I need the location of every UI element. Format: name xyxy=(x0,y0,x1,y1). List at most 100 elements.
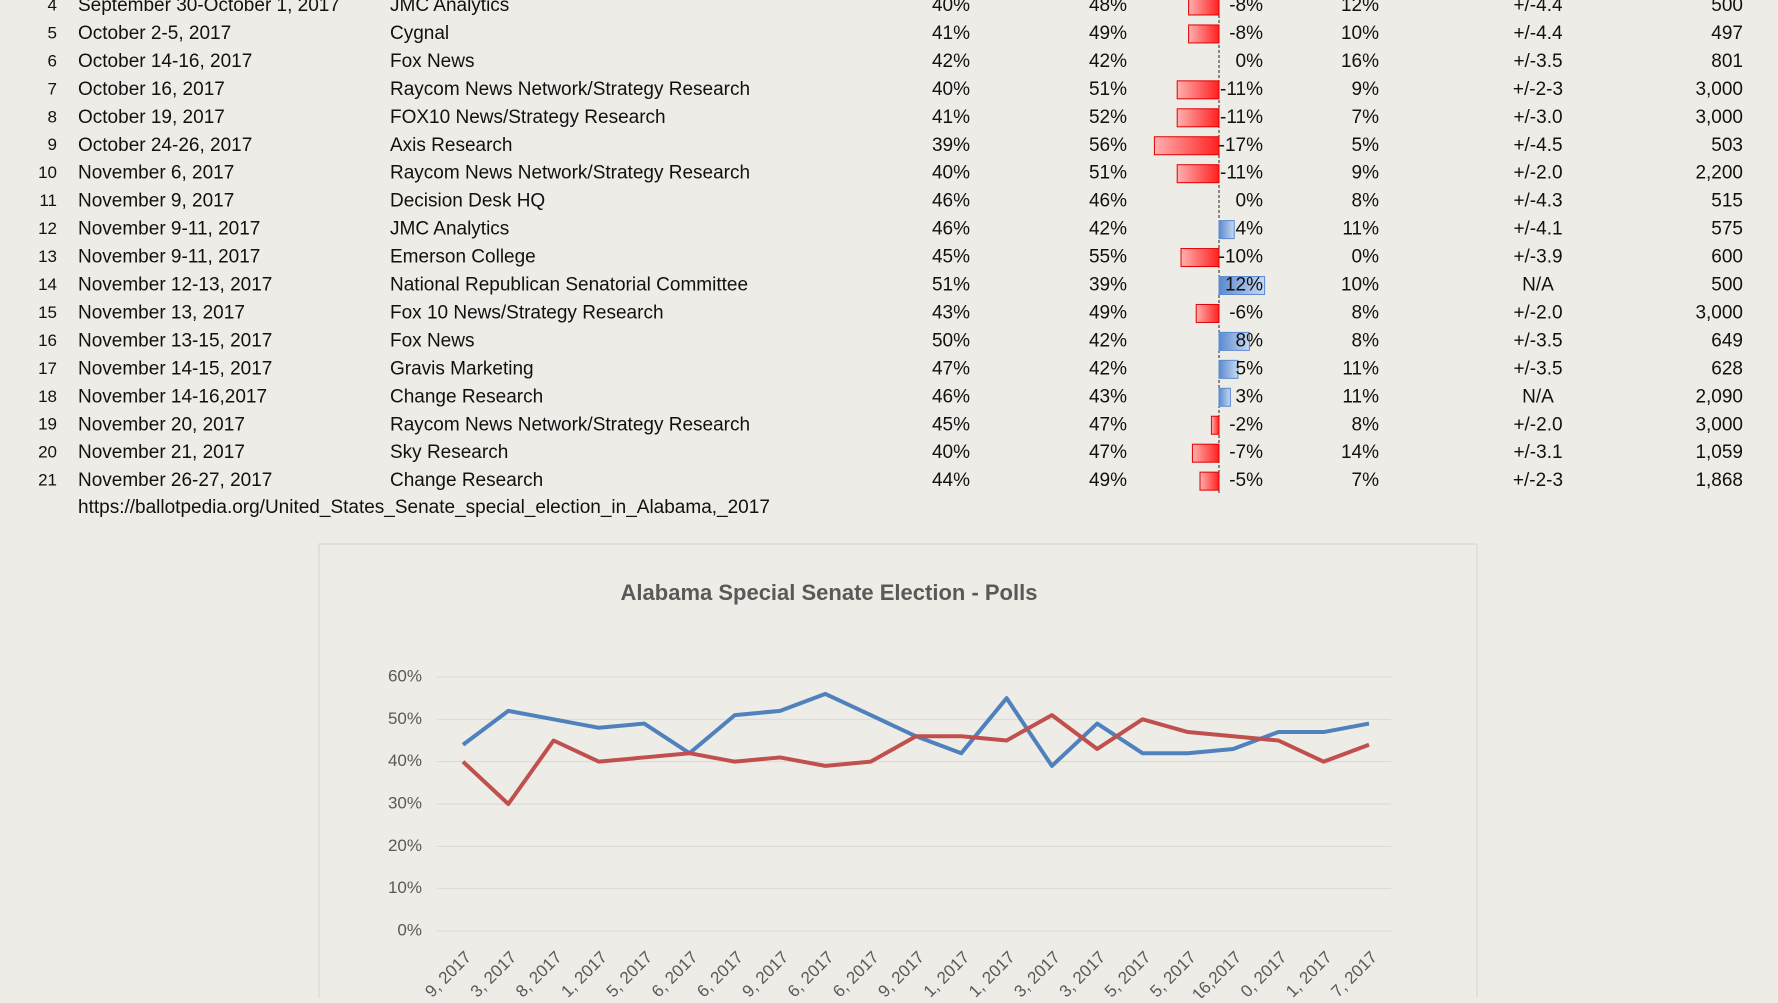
sample-size: 500 xyxy=(1711,0,1743,16)
margin-of-error: +/-3.0 xyxy=(1513,107,1562,128)
candidate-b: 42% xyxy=(1089,358,1127,379)
sample-size: 2,090 xyxy=(1695,386,1743,407)
poll-date: November 21, 2017 xyxy=(78,442,245,463)
margin-of-error: +/-3.5 xyxy=(1513,330,1562,351)
undecided: 5% xyxy=(1352,135,1380,156)
poll-date: November 6, 2017 xyxy=(78,163,234,184)
margin-bar xyxy=(1180,248,1220,268)
margin-label: -8% xyxy=(1229,23,1263,44)
sample-size: 649 xyxy=(1711,330,1743,351)
sample-size: 503 xyxy=(1711,135,1743,156)
candidate-a: 39% xyxy=(932,135,970,156)
pollster: FOX10 News/Strategy Research xyxy=(390,107,666,128)
poll-date: November 13-15, 2017 xyxy=(78,330,272,351)
candidate-b: 42% xyxy=(1089,219,1127,240)
sample-size: 500 xyxy=(1711,275,1743,296)
pollster: JMC Analytics xyxy=(390,0,509,16)
candidate-a: 45% xyxy=(932,247,970,268)
margin-of-error: +/-4.1 xyxy=(1513,219,1562,240)
y-tick-label: 0% xyxy=(397,920,422,939)
sample-size: 1,868 xyxy=(1695,470,1743,491)
candidate-a: 41% xyxy=(932,23,970,44)
candidate-b: 51% xyxy=(1089,163,1127,184)
row-number: 9 xyxy=(48,135,57,154)
margin-label: 0% xyxy=(1236,191,1264,212)
margin-label: -8% xyxy=(1229,0,1263,16)
candidate-b: 43% xyxy=(1089,386,1127,407)
undecided: 0% xyxy=(1352,247,1380,268)
poll-date: November 12-13, 2017 xyxy=(78,275,272,296)
undecided: 8% xyxy=(1352,191,1380,212)
row-number: 8 xyxy=(48,107,57,126)
undecided: 9% xyxy=(1352,79,1380,100)
undecided: 11% xyxy=(1342,386,1379,407)
margin-label: -11% xyxy=(1220,163,1263,184)
poll-date: October 16, 2017 xyxy=(78,79,225,100)
pollster: National Republican Senatorial Committee xyxy=(390,275,748,296)
margin-bar xyxy=(1176,80,1220,100)
margin-bar xyxy=(1210,415,1220,435)
margin-of-error: +/-3.5 xyxy=(1513,358,1562,379)
undecided: 12% xyxy=(1341,0,1379,16)
sample-size: 628 xyxy=(1711,358,1743,379)
margin-of-error: N/A xyxy=(1522,275,1554,296)
row-number: 21 xyxy=(38,471,57,490)
candidate-a: 46% xyxy=(932,219,970,240)
row-number: 12 xyxy=(38,219,57,238)
candidate-b: 47% xyxy=(1089,414,1127,435)
poll-date: October 19, 2017 xyxy=(78,107,225,128)
sample-size: 801 xyxy=(1711,51,1743,72)
row-number: 6 xyxy=(48,51,57,70)
margin-bar xyxy=(1199,471,1220,491)
candidate-b: 42% xyxy=(1089,330,1127,351)
row-number: 17 xyxy=(38,359,57,378)
undecided: 10% xyxy=(1341,23,1379,44)
margin-label: -11% xyxy=(1220,79,1263,100)
margin-bar xyxy=(1153,136,1220,156)
pollster: Fox 10 News/Strategy Research xyxy=(390,302,664,323)
row-number: 20 xyxy=(38,443,57,462)
pollster: Fox News xyxy=(390,330,474,351)
margin-of-error: N/A xyxy=(1522,386,1554,407)
row-number: 18 xyxy=(38,387,57,406)
margin-label: 5% xyxy=(1236,358,1264,379)
candidate-a: 41% xyxy=(932,107,970,128)
candidate-a: 51% xyxy=(932,275,970,296)
candidate-a: 46% xyxy=(932,191,970,212)
candidate-a: 44% xyxy=(932,470,970,491)
candidate-b: 47% xyxy=(1089,442,1127,463)
candidate-a: 42% xyxy=(932,51,970,72)
pollster: Cygnal xyxy=(390,23,449,44)
poll-date: November 13, 2017 xyxy=(78,302,245,323)
candidate-b: 42% xyxy=(1089,51,1127,72)
margin-label: 12% xyxy=(1225,275,1263,296)
margin-label: 0% xyxy=(1236,51,1264,72)
margin-label: -17% xyxy=(1219,135,1263,156)
candidate-b: 51% xyxy=(1089,79,1127,100)
pollster: Fox News xyxy=(390,51,474,72)
y-tick-label: 40% xyxy=(388,751,422,770)
candidate-b: 49% xyxy=(1089,470,1127,491)
sample-size: 575 xyxy=(1711,219,1743,240)
margin-of-error: +/-4.3 xyxy=(1513,191,1562,212)
y-tick-label: 50% xyxy=(388,709,422,728)
sample-size: 3,000 xyxy=(1695,302,1743,323)
candidate-b: 49% xyxy=(1089,302,1127,323)
row-number: 11 xyxy=(39,191,57,210)
y-tick-label: 10% xyxy=(388,878,422,897)
candidate-b: 56% xyxy=(1089,135,1127,156)
margin-bar xyxy=(1218,331,1250,351)
candidate-b: 52% xyxy=(1089,107,1127,128)
candidate-b: 46% xyxy=(1089,191,1127,212)
candidate-a: 40% xyxy=(932,442,970,463)
margin-label: -5% xyxy=(1229,470,1263,491)
margin-bar xyxy=(1176,164,1220,184)
poll-date: November 20, 2017 xyxy=(78,414,245,435)
pollster: Raycom News Network/Strategy Research xyxy=(390,79,750,100)
sample-size: 497 xyxy=(1711,23,1743,44)
margin-bar xyxy=(1191,443,1220,463)
margin-of-error: +/-2-3 xyxy=(1513,79,1563,100)
candidate-a: 40% xyxy=(932,79,970,100)
row-number: 14 xyxy=(38,275,57,294)
margin-bar xyxy=(1218,359,1239,379)
